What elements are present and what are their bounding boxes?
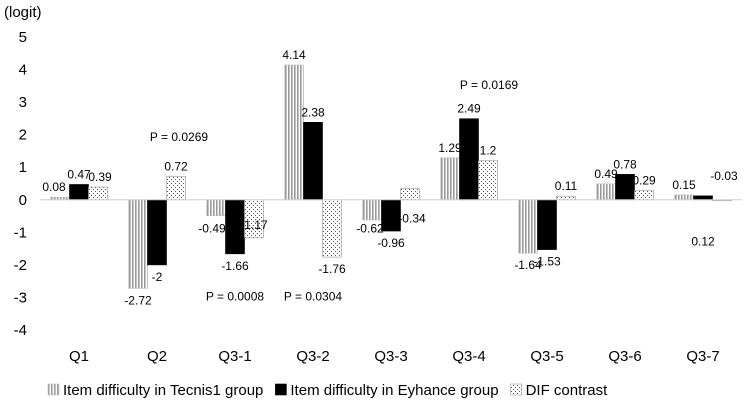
bar bbox=[147, 199, 167, 266]
p-value-annotation: P = 0.0008 bbox=[206, 290, 264, 304]
value-label: 0.39 bbox=[88, 170, 112, 184]
value-label: 2.49 bbox=[457, 102, 481, 116]
bar bbox=[440, 157, 460, 201]
value-label: -1.53 bbox=[533, 255, 561, 269]
x-tick-label: Q3-6 bbox=[608, 348, 641, 365]
value-label: -1.64 bbox=[514, 258, 542, 272]
legend-swatch bbox=[275, 383, 287, 396]
value-label: 4.14 bbox=[282, 48, 306, 62]
y-tick-label: -2 bbox=[14, 257, 27, 274]
value-label: -1.76 bbox=[318, 262, 346, 276]
value-label: 0.29 bbox=[632, 173, 656, 187]
bar bbox=[596, 183, 616, 201]
value-label: 1.29 bbox=[438, 141, 462, 155]
x-tick-labels: Q1 Q2 Q3-1 Q3-2 Q3-3 Q3-4 Q3-5 Q3-6 Q3-7 bbox=[69, 348, 720, 365]
p-value-annotation: P = 0.0169 bbox=[460, 78, 518, 92]
bar bbox=[478, 160, 498, 201]
x-tick-label: Q3-2 bbox=[296, 348, 329, 365]
bar bbox=[69, 184, 89, 201]
p-value-annotation: P = 0.0304 bbox=[284, 290, 342, 304]
y-tick-label: 2 bbox=[19, 127, 27, 144]
value-labels: 0.080.470.39 -2.72-2 0.72 -0.49 -1.66 -1.17 4.… bbox=[42, 48, 738, 307]
value-label: 0.08 bbox=[42, 180, 66, 194]
bar bbox=[362, 199, 382, 221]
legend-label: Item difficulty in Tecnis1 group bbox=[63, 382, 263, 399]
value-label: -0.49 bbox=[198, 221, 226, 235]
legend: Item difficulty in Tecnis1 group Item dif… bbox=[47, 382, 609, 399]
x-tick-label: Q3-4 bbox=[452, 348, 485, 365]
x-tick-label: Q3-3 bbox=[374, 348, 407, 365]
y-tick-label: -1 bbox=[14, 224, 27, 241]
legend-swatch bbox=[510, 383, 522, 396]
bar bbox=[634, 190, 654, 201]
y-tick-label: 3 bbox=[19, 94, 27, 111]
value-label: -0.03 bbox=[710, 169, 738, 183]
value-label: -1.66 bbox=[221, 259, 249, 273]
value-label: 0.49 bbox=[594, 167, 618, 181]
value-label: -0.96 bbox=[377, 236, 405, 250]
x-tick-label: Q1 bbox=[69, 348, 89, 365]
x-tick-label: Q3-7 bbox=[686, 348, 719, 365]
y-tick-label: 0 bbox=[19, 192, 27, 209]
bar bbox=[693, 195, 713, 201]
y-tick-label: -4 bbox=[14, 322, 27, 339]
value-label: 0.78 bbox=[613, 157, 637, 171]
value-label: 0.12 bbox=[691, 234, 715, 248]
bar bbox=[303, 121, 323, 201]
y-tick-label: 4 bbox=[19, 62, 27, 79]
bars bbox=[50, 64, 732, 289]
value-label: 2.38 bbox=[301, 105, 325, 119]
bar bbox=[322, 199, 342, 258]
y-tick-label: -3 bbox=[14, 289, 27, 306]
value-label: -0.62 bbox=[356, 221, 384, 235]
bar bbox=[206, 199, 226, 217]
bar bbox=[166, 176, 186, 201]
y-axis-label: (logit) bbox=[4, 4, 42, 21]
legend-label: DIF contrast bbox=[526, 382, 609, 399]
x-tick-label: Q3-5 bbox=[530, 348, 563, 365]
y-tick-label: 1 bbox=[19, 159, 27, 176]
value-label: 0.15 bbox=[672, 178, 696, 192]
bar bbox=[459, 118, 479, 201]
bar bbox=[518, 199, 538, 254]
bar bbox=[537, 199, 557, 250]
legend-swatch bbox=[47, 383, 60, 396]
x-tick-label: Q2 bbox=[147, 348, 167, 365]
bar bbox=[556, 195, 576, 201]
value-label: 0.47 bbox=[67, 167, 91, 181]
bar bbox=[128, 199, 148, 289]
bar bbox=[88, 186, 108, 201]
value-label: -2.72 bbox=[124, 293, 152, 307]
annotations: P = 0.0269 P = 0.0008 P = 0.0304 P = 0.0169 bbox=[150, 78, 518, 304]
bar bbox=[284, 64, 304, 201]
x-tick-label: Q3-1 bbox=[218, 348, 251, 365]
y-tick-labels: -4 -3 -2 -1 0 1 2 3 4 5 bbox=[14, 29, 27, 339]
value-label: 0.11 bbox=[555, 179, 578, 193]
value-label: 0.72 bbox=[164, 159, 188, 173]
y-tick-label: 5 bbox=[19, 29, 27, 46]
bar bbox=[400, 188, 420, 201]
bar bbox=[674, 194, 694, 201]
value-label: -2 bbox=[152, 270, 163, 284]
value-label: 1.2 bbox=[480, 144, 497, 158]
p-value-annotation: P = 0.0269 bbox=[150, 130, 208, 144]
value-label: -0.34 bbox=[398, 212, 426, 226]
legend-label: Item difficulty in Eyhance group bbox=[290, 382, 498, 399]
value-label: -1.17 bbox=[240, 218, 268, 232]
